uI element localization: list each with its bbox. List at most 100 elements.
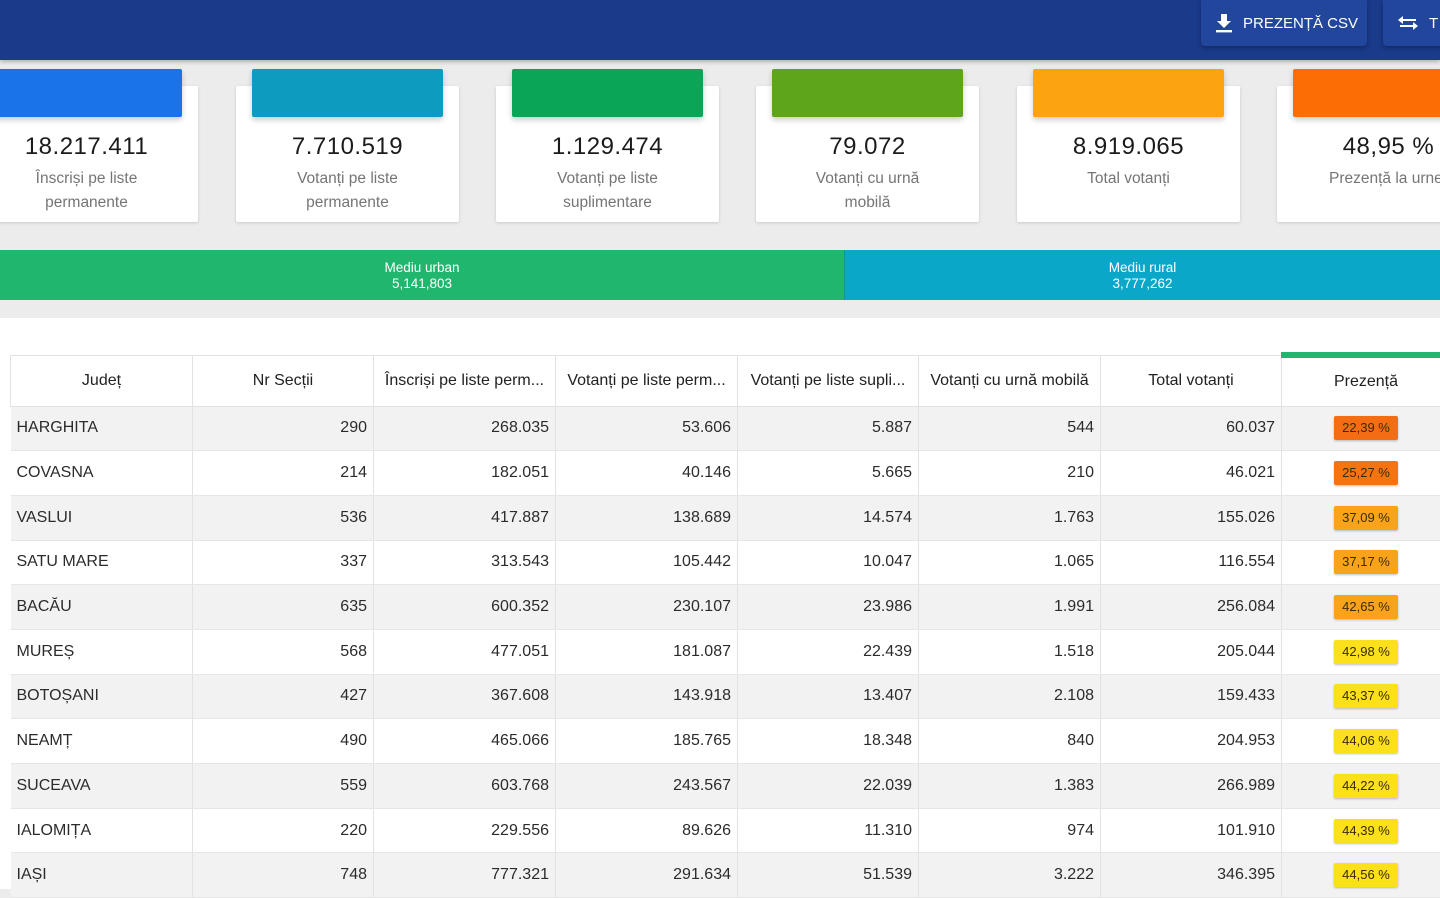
stat-value: 8.919.065 bbox=[1017, 133, 1240, 161]
cell-nr-sectii: 748 bbox=[193, 853, 374, 898]
cell-votanti-permanente: 230.107 bbox=[556, 585, 738, 630]
cell-nr-sectii: 635 bbox=[193, 585, 374, 630]
stat-label: Total votanți bbox=[1027, 167, 1230, 191]
cell-judet: MUREȘ bbox=[11, 629, 193, 674]
presence-csv-download-button[interactable]: PREZENȚĂ CSV bbox=[1201, 0, 1367, 46]
column-header-votanti-suplimentare[interactable]: Votanți pe liste supli... bbox=[738, 355, 919, 406]
cell-votanti-permanente: 89.626 bbox=[556, 808, 738, 853]
cell-votanti-permanente: 181.087 bbox=[556, 629, 738, 674]
stat-value: 1.129.474 bbox=[496, 133, 719, 161]
stat-value: 7.710.519 bbox=[236, 133, 459, 161]
cell-nr-sectii: 536 bbox=[193, 495, 374, 540]
column-header-prezenta[interactable]: Prezență bbox=[1282, 355, 1440, 406]
cell-nr-sectii: 290 bbox=[193, 406, 374, 451]
stat-card-total-voters: 8.919.065 Total votanți bbox=[1017, 86, 1240, 222]
cell-votanti-suplimentare: 10.047 bbox=[738, 540, 919, 585]
cell-urna-mobila: 1.065 bbox=[919, 540, 1101, 585]
cell-votanti-permanente: 243.567 bbox=[556, 764, 738, 809]
column-header-inscrisi[interactable]: Înscriși pe liste perm... bbox=[374, 355, 556, 406]
cell-inscrisi: 313.543 bbox=[374, 540, 556, 585]
stat-label: Prezență la urne bbox=[1329, 167, 1440, 191]
urban-label: Mediu urban bbox=[0, 260, 844, 276]
swap-arrows-icon bbox=[1397, 15, 1419, 31]
rural-segment[interactable]: Mediu rural 3,777,262 bbox=[844, 250, 1440, 300]
urban-value: 5,141,803 bbox=[0, 276, 844, 292]
cell-inscrisi: 268.035 bbox=[374, 406, 556, 451]
column-header-total-votanti[interactable]: Total votanți bbox=[1101, 355, 1282, 406]
cell-nr-sectii: 214 bbox=[193, 451, 374, 496]
cell-votanti-suplimentare: 18.348 bbox=[738, 719, 919, 764]
cell-prezenta: 44,56 % bbox=[1282, 853, 1440, 898]
cell-urna-mobila: 1.383 bbox=[919, 764, 1101, 809]
top-app-bar: PREZENȚĂ CSV T bbox=[0, 0, 1440, 60]
cell-votanti-permanente: 138.689 bbox=[556, 495, 738, 540]
stat-card-header bbox=[252, 69, 443, 117]
cell-total-votanti: 346.395 bbox=[1101, 853, 1282, 898]
cell-urna-mobila: 974 bbox=[919, 808, 1101, 853]
cell-votanti-suplimentare: 11.310 bbox=[738, 808, 919, 853]
cell-nr-sectii: 568 bbox=[193, 629, 374, 674]
turnout-badge: 22,39 % bbox=[1334, 416, 1398, 440]
cell-prezenta: 44,06 % bbox=[1282, 719, 1440, 764]
cell-prezenta: 37,09 % bbox=[1282, 495, 1440, 540]
cell-inscrisi: 603.768 bbox=[374, 764, 556, 809]
cell-judet: VASLUI bbox=[11, 495, 193, 540]
cell-judet: HARGHITA bbox=[11, 406, 193, 451]
column-header-judet[interactable]: Județ bbox=[11, 355, 193, 406]
turnout-badge: 25,27 % bbox=[1334, 461, 1398, 485]
cell-total-votanti: 205.044 bbox=[1101, 629, 1282, 674]
cell-nr-sectii: 220 bbox=[193, 808, 374, 853]
cell-judet: BACĂU bbox=[11, 585, 193, 630]
cell-inscrisi: 229.556 bbox=[374, 808, 556, 853]
stat-value: 18.217.411 bbox=[0, 133, 198, 161]
cell-prezenta: 22,39 % bbox=[1282, 406, 1440, 451]
turnout-badge: 37,09 % bbox=[1334, 506, 1398, 530]
cell-judet: SATU MARE bbox=[11, 540, 193, 585]
cell-urna-mobila: 1.518 bbox=[919, 629, 1101, 674]
cell-inscrisi: 477.051 bbox=[374, 629, 556, 674]
cell-inscrisi: 182.051 bbox=[374, 451, 556, 496]
cell-votanti-suplimentare: 22.039 bbox=[738, 764, 919, 809]
turnout-badge: 42,65 % bbox=[1334, 595, 1398, 619]
county-table: Județ Nr Secții Înscriși pe liste perm..… bbox=[10, 352, 1440, 898]
turnout-badge: 42,98 % bbox=[1334, 640, 1398, 664]
cell-prezenta: 37,17 % bbox=[1282, 540, 1440, 585]
column-header-votanti-permanente[interactable]: Votanți pe liste perm... bbox=[556, 355, 738, 406]
stat-value: 48,95 % bbox=[1277, 133, 1440, 161]
cell-nr-sectii: 337 bbox=[193, 540, 374, 585]
cell-urna-mobila: 544 bbox=[919, 406, 1101, 451]
column-header-urna-mobila[interactable]: Votanți cu urnă mobilă bbox=[919, 355, 1101, 406]
rural-label: Mediu rural bbox=[845, 260, 1440, 276]
cell-urna-mobila: 840 bbox=[919, 719, 1101, 764]
cell-urna-mobila: 1.991 bbox=[919, 585, 1101, 630]
column-header-nr-sectii[interactable]: Nr Secții bbox=[193, 355, 374, 406]
cell-judet: COVASNA bbox=[11, 451, 193, 496]
county-table-panel: Județ Nr Secții Înscriși pe liste perm..… bbox=[0, 318, 1440, 889]
cell-urna-mobila: 1.763 bbox=[919, 495, 1101, 540]
cell-prezenta: 25,27 % bbox=[1282, 451, 1440, 496]
cell-votanti-suplimentare: 5.887 bbox=[738, 406, 919, 451]
cell-urna-mobila: 2.108 bbox=[919, 674, 1101, 719]
swap-view-button[interactable]: T bbox=[1383, 0, 1440, 46]
urban-rural-bar: Mediu urban 5,141,803 Mediu rural 3,777,… bbox=[0, 250, 1440, 300]
cell-votanti-permanente: 185.765 bbox=[556, 719, 738, 764]
cell-urna-mobila: 3.222 bbox=[919, 853, 1101, 898]
urban-segment[interactable]: Mediu urban 5,141,803 bbox=[0, 250, 844, 300]
